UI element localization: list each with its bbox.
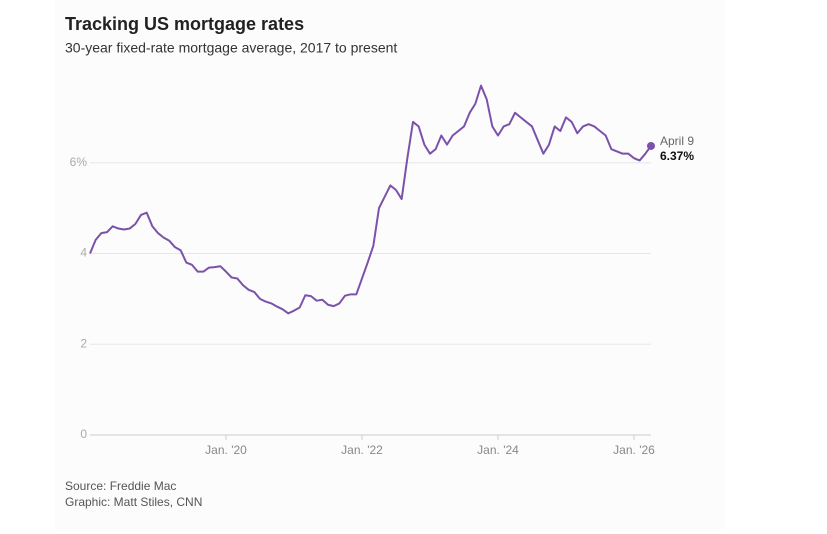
credit: Graphic: Matt Stiles, CNN [65,495,202,509]
source: Source: Freddie Mac [65,479,176,493]
annotation: April 9 [660,134,694,148]
x-tick-label: Jan. '22 [341,443,383,457]
value-label: 6.37% [660,149,694,163]
chart-title: Tracking US mortgage rates [65,14,304,34]
end-point [647,141,655,150]
chart-subtitle: 30-year fixed-rate mortgage average, 201… [65,40,397,56]
x-tick-label: Jan. '26 [613,443,655,457]
x-tick-label: Jan. '20 [205,443,247,457]
background [55,0,725,529]
y-tick-label: 6% [70,155,88,169]
line [89,84,652,315]
y-tick-label: 2 [80,336,87,350]
y-tick-label: 4 [80,246,87,260]
y-tick-label: 0 [80,427,87,441]
x-tick-label: Jan. '24 [477,443,519,457]
